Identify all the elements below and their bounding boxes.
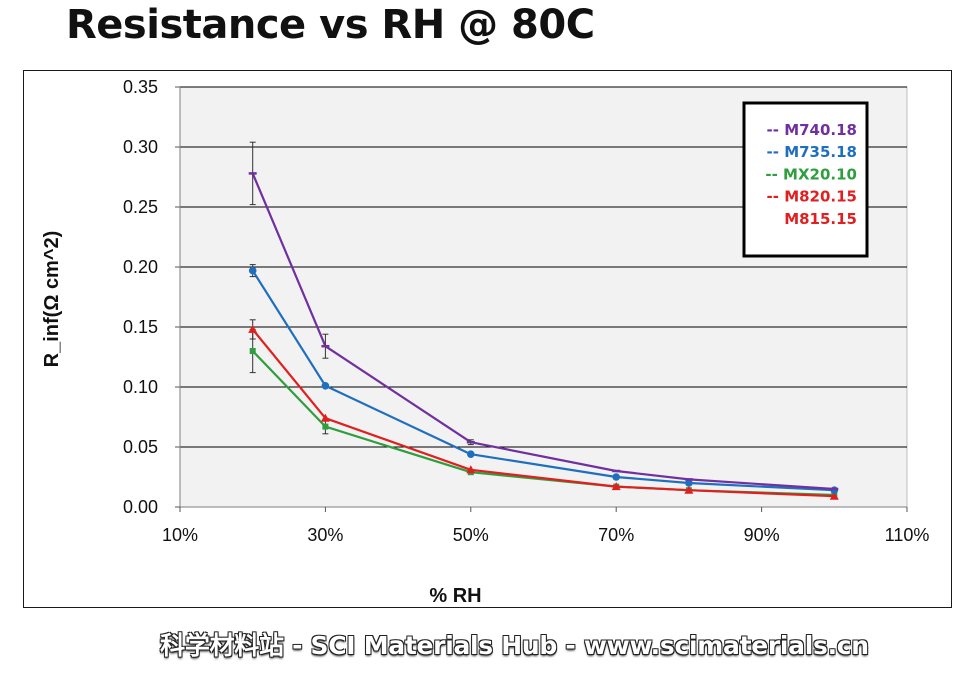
data-point xyxy=(248,266,257,275)
legend-entry: -- M820.15 xyxy=(767,188,857,206)
y-tick-label: 0.25 xyxy=(123,197,158,217)
data-point xyxy=(611,482,621,491)
data-point xyxy=(684,485,694,494)
y-tick-label: 0.20 xyxy=(123,257,158,277)
series-line xyxy=(251,270,835,492)
data-point xyxy=(685,479,693,487)
data-point xyxy=(466,465,476,474)
legend-entry: M815.15 xyxy=(784,210,857,228)
axes-layer: 0.00 0.05 0.10 0.15 0.20 0.25 0.30 0.35 10% 30% 50… xyxy=(41,77,929,607)
y-tick-label: 0.15 xyxy=(123,317,158,337)
y-tick-label: 0.30 xyxy=(123,137,158,157)
x-tick-label: 30% xyxy=(307,525,343,545)
chart-svg: 0.00 0.05 0.10 0.15 0.20 0.25 0.30 0.35 10% 30% 50… xyxy=(41,77,929,607)
page-title: Resistance vs RH @ 80C xyxy=(66,2,595,48)
y-tick-label: 0.35 xyxy=(123,77,158,97)
data-point xyxy=(322,423,329,430)
legend-layer: -- M740.18 -- M735.18 -- MX20.10 -- M820.15… xyxy=(742,101,869,258)
series-line xyxy=(251,328,835,498)
legend-entry: -- MX20.10 xyxy=(765,165,857,183)
y-tick-label: 0.05 xyxy=(123,437,158,457)
legend-entry: -- M735.18 xyxy=(767,143,857,161)
x-tick-label: 70% xyxy=(598,525,634,545)
watermark-text: 科学材料站 - SCI Materials Hub - www.scimater… xyxy=(160,631,869,660)
x-axis-label: % RH xyxy=(429,585,481,607)
chart-frame: 0.00 0.05 0.10 0.15 0.20 0.25 0.30 0.35 10% 30% 50… xyxy=(23,70,952,608)
legend-box xyxy=(742,101,869,258)
y-tick-label: 0.10 xyxy=(123,377,158,397)
data-point xyxy=(829,491,839,500)
y-tick-label: 0.00 xyxy=(123,497,158,517)
x-tick-label: 90% xyxy=(744,525,780,545)
data-point xyxy=(612,473,620,481)
data-point xyxy=(248,324,258,333)
y-axis-label: R_inf(Ω cm^2) xyxy=(41,231,63,368)
x-tick-label: 10% xyxy=(162,525,198,545)
series-layer xyxy=(248,141,839,500)
series-line xyxy=(251,172,835,491)
data-point xyxy=(249,348,256,354)
legend-entry: -- M740.18 xyxy=(767,121,857,139)
x-tick-label: 50% xyxy=(453,525,489,545)
x-tick-label: 110% xyxy=(885,525,930,545)
data-point xyxy=(467,450,475,459)
data-point xyxy=(321,382,330,390)
data-point xyxy=(320,413,330,422)
